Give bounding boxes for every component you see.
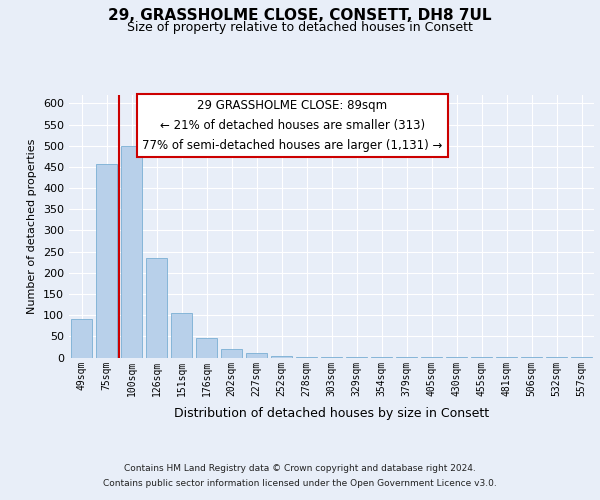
Bar xyxy=(146,258,167,358)
Text: Distribution of detached houses by size in Consett: Distribution of detached houses by size … xyxy=(174,408,490,420)
Bar xyxy=(246,354,267,358)
Bar xyxy=(196,338,217,357)
Text: 29, GRASSHOLME CLOSE, CONSETT, DH8 7UL: 29, GRASSHOLME CLOSE, CONSETT, DH8 7UL xyxy=(108,8,492,22)
Bar xyxy=(171,313,192,358)
Bar xyxy=(271,356,292,358)
Text: 29 GRASSHOLME CLOSE: 89sqm
← 21% of detached houses are smaller (313)
77% of sem: 29 GRASSHOLME CLOSE: 89sqm ← 21% of deta… xyxy=(142,99,442,152)
Bar xyxy=(296,356,317,358)
Text: Contains public sector information licensed under the Open Government Licence v3: Contains public sector information licen… xyxy=(103,479,497,488)
Bar xyxy=(121,146,142,358)
Text: Size of property relative to detached houses in Consett: Size of property relative to detached ho… xyxy=(127,22,473,35)
Bar xyxy=(96,164,117,358)
Y-axis label: Number of detached properties: Number of detached properties xyxy=(28,138,37,314)
Text: Contains HM Land Registry data © Crown copyright and database right 2024.: Contains HM Land Registry data © Crown c… xyxy=(124,464,476,473)
Bar xyxy=(221,349,242,358)
Bar xyxy=(71,320,92,358)
